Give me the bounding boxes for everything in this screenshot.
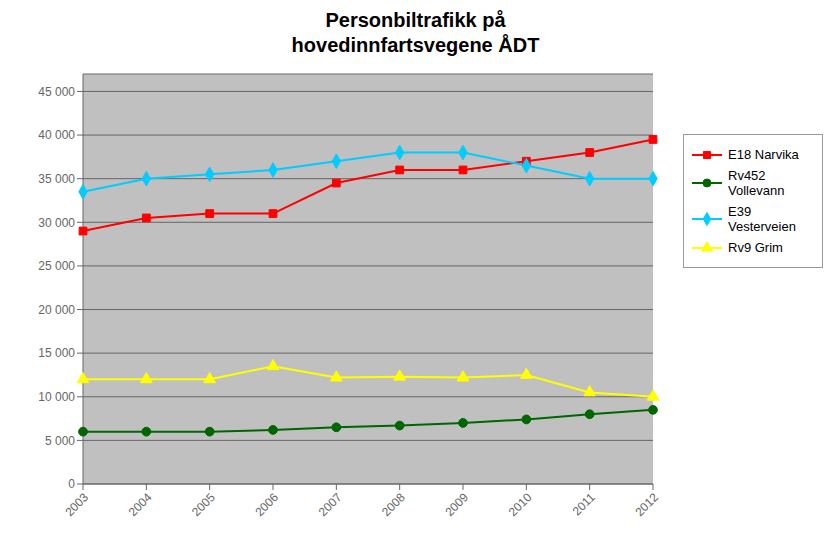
svg-text:30 000: 30 000 <box>38 216 75 230</box>
html-text:Vollevann: Vollevann <box>728 183 785 198</box>
svg-text:45 000: 45 000 <box>38 85 75 99</box>
svg-text:2005: 2005 <box>189 490 218 519</box>
html-text:E18 Narvika: E18 Narvika <box>728 147 799 162</box>
svg-text:2003: 2003 <box>62 490 91 519</box>
svg-text:10 000: 10 000 <box>38 390 75 404</box>
svg-text:2011: 2011 <box>570 490 598 518</box>
html-text:E39: E39 <box>728 204 752 219</box>
svg-text:20 000: 20 000 <box>38 303 75 317</box>
svg-text:2010: 2010 <box>506 490 535 519</box>
svg-text:2006: 2006 <box>252 490 281 519</box>
svg-text:2007: 2007 <box>316 490 345 519</box>
svg-text:25 000: 25 000 <box>38 259 75 273</box>
svg-text:40 000: 40 000 <box>38 128 75 142</box>
html-text:Rv452: Rv452 <box>728 168 766 183</box>
svg-text:5 000: 5 000 <box>45 434 75 448</box>
svg-text:35 000: 35 000 <box>38 172 75 186</box>
html-text:Rv9 Grim: Rv9 Grim <box>728 240 783 255</box>
svg-text:2009: 2009 <box>442 490 471 519</box>
html-text:Vesterveien: Vesterveien <box>728 219 796 234</box>
html-text:hovedinnfartsvegene ÅDT: hovedinnfartsvegene ÅDT <box>291 34 540 56</box>
svg-text:2012: 2012 <box>632 490 661 519</box>
svg-text:15 000: 15 000 <box>38 346 75 360</box>
svg-text:2004: 2004 <box>126 490 155 519</box>
html-text:Personbiltrafikk på: Personbiltrafikk på <box>325 9 506 31</box>
svg-text:2008: 2008 <box>379 490 408 519</box>
svg-text:0: 0 <box>68 477 75 491</box>
